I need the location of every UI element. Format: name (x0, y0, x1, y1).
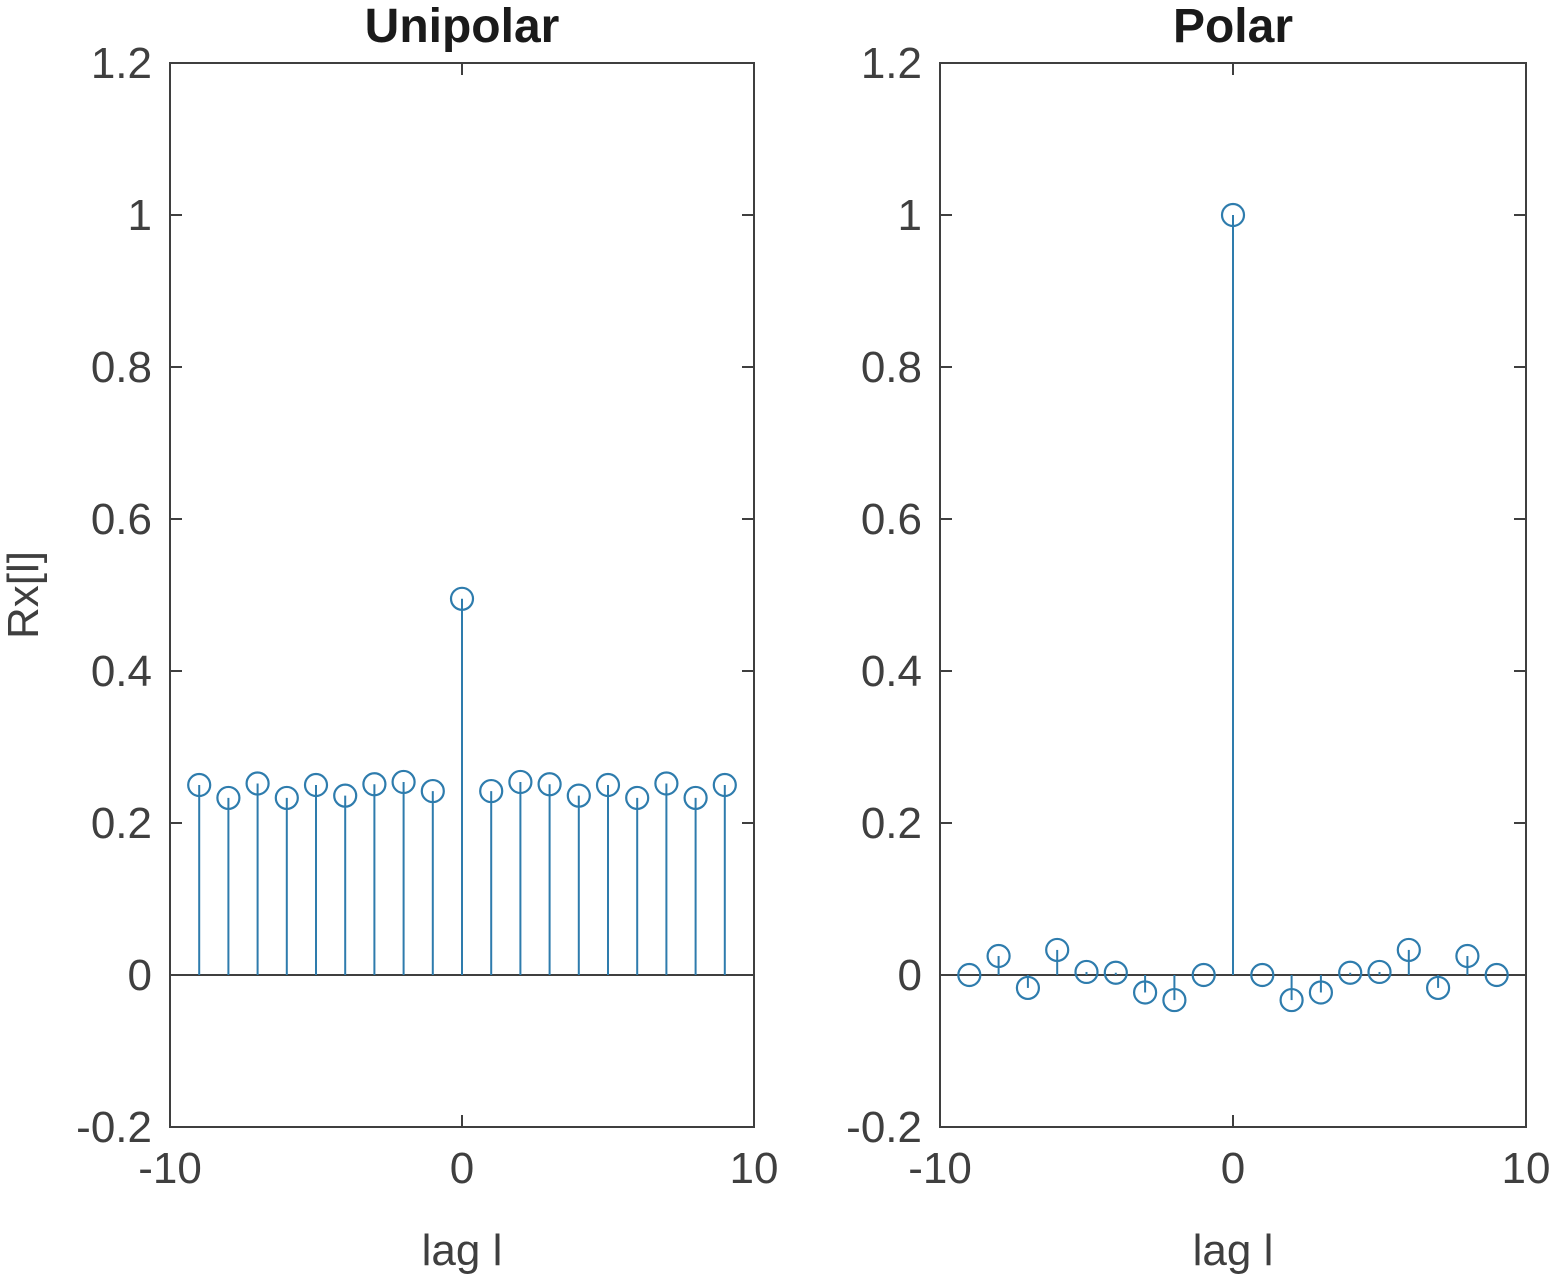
stem-marker (1162, 987, 1187, 1013)
x-tick-label: 0 (1221, 1144, 1245, 1193)
stem-marker (274, 785, 299, 811)
stem-marker (1425, 975, 1451, 1001)
x-tick-label: 10 (1502, 1144, 1551, 1193)
stem-marker (654, 771, 679, 796)
stem-marker (1250, 962, 1275, 988)
stem-marker (1220, 202, 1246, 228)
stem-marker (625, 785, 650, 811)
stem-marker (957, 962, 982, 988)
stem-marker (362, 772, 387, 797)
x-tick-label: 0 (450, 1144, 474, 1193)
y-tick-label: 0.6 (91, 495, 152, 544)
stem-marker (595, 772, 621, 798)
stem-marker (245, 771, 270, 796)
chart-panel-1: -0.2 0 0.2 0.4 0.6 0.8 1 1.2 -10 0 10 Unipolar lag l… (0, 0, 778, 1275)
y-tick-label: 0.4 (91, 647, 152, 696)
x-tick-label: -10 (908, 1144, 972, 1193)
y-axis-label: Rx[l] (0, 551, 48, 639)
y-tick-label: 0 (898, 951, 922, 1000)
stem-marker (986, 943, 1011, 969)
stem-marker (537, 772, 562, 797)
y-tick-label: 1 (898, 191, 922, 240)
chart-panel-2: -0.2 0 0.2 0.4 0.6 0.8 1 1.2 -10 0 10 Polar lag l (846, 0, 1550, 1275)
stem-marker (1308, 980, 1334, 1005)
x-tick-label: -10 (138, 1144, 202, 1193)
stem-marker (1074, 959, 1099, 985)
stem-marker (1015, 975, 1041, 1001)
y-tick-label: 1.2 (91, 39, 152, 88)
stem-marker (1132, 980, 1158, 1005)
stem-marker (508, 769, 533, 795)
y-tick-label: 0.2 (91, 799, 152, 848)
stem-marker (216, 785, 241, 811)
stem-marker (1279, 987, 1304, 1013)
stem-marker (420, 778, 445, 804)
stem-marker (1338, 960, 1363, 985)
y-tick-label: 0.6 (861, 495, 922, 544)
chart-title: Polar (1173, 0, 1293, 53)
stem-marker (683, 785, 708, 811)
x-axis-label: lag l (1193, 1226, 1274, 1275)
stem-marker (449, 586, 475, 611)
stem-marker (333, 783, 358, 808)
stem-marker (1103, 960, 1128, 985)
stem-marker (1367, 959, 1392, 985)
stem-marker (1191, 962, 1216, 988)
y-tick-label: 0.2 (861, 799, 922, 848)
stem-marker (712, 772, 737, 798)
stem-marker (303, 772, 329, 798)
stem-marker (391, 769, 416, 795)
y-tick-label: 0.4 (861, 647, 922, 696)
y-tick-label: 1.2 (861, 39, 922, 88)
y-tick-label: -0.2 (846, 1103, 922, 1152)
y-tick-label: 0.8 (91, 343, 152, 392)
stem-marker (1455, 943, 1480, 969)
stem-marker (1045, 937, 1070, 963)
stem-marker (187, 772, 212, 798)
y-tick-label: 0.8 (861, 343, 922, 392)
stem-marker (1484, 962, 1509, 988)
stem-marker (566, 783, 591, 808)
chart-title: Unipolar (365, 0, 560, 53)
y-tick-label: 1 (128, 191, 152, 240)
y-tick-label: -0.2 (76, 1103, 152, 1152)
stem-marker (479, 778, 504, 804)
x-axis-label: lag l (422, 1226, 503, 1275)
y-tick-label: 0 (128, 951, 152, 1000)
stem-marker (1396, 937, 1421, 963)
x-tick-label: 10 (730, 1144, 779, 1193)
